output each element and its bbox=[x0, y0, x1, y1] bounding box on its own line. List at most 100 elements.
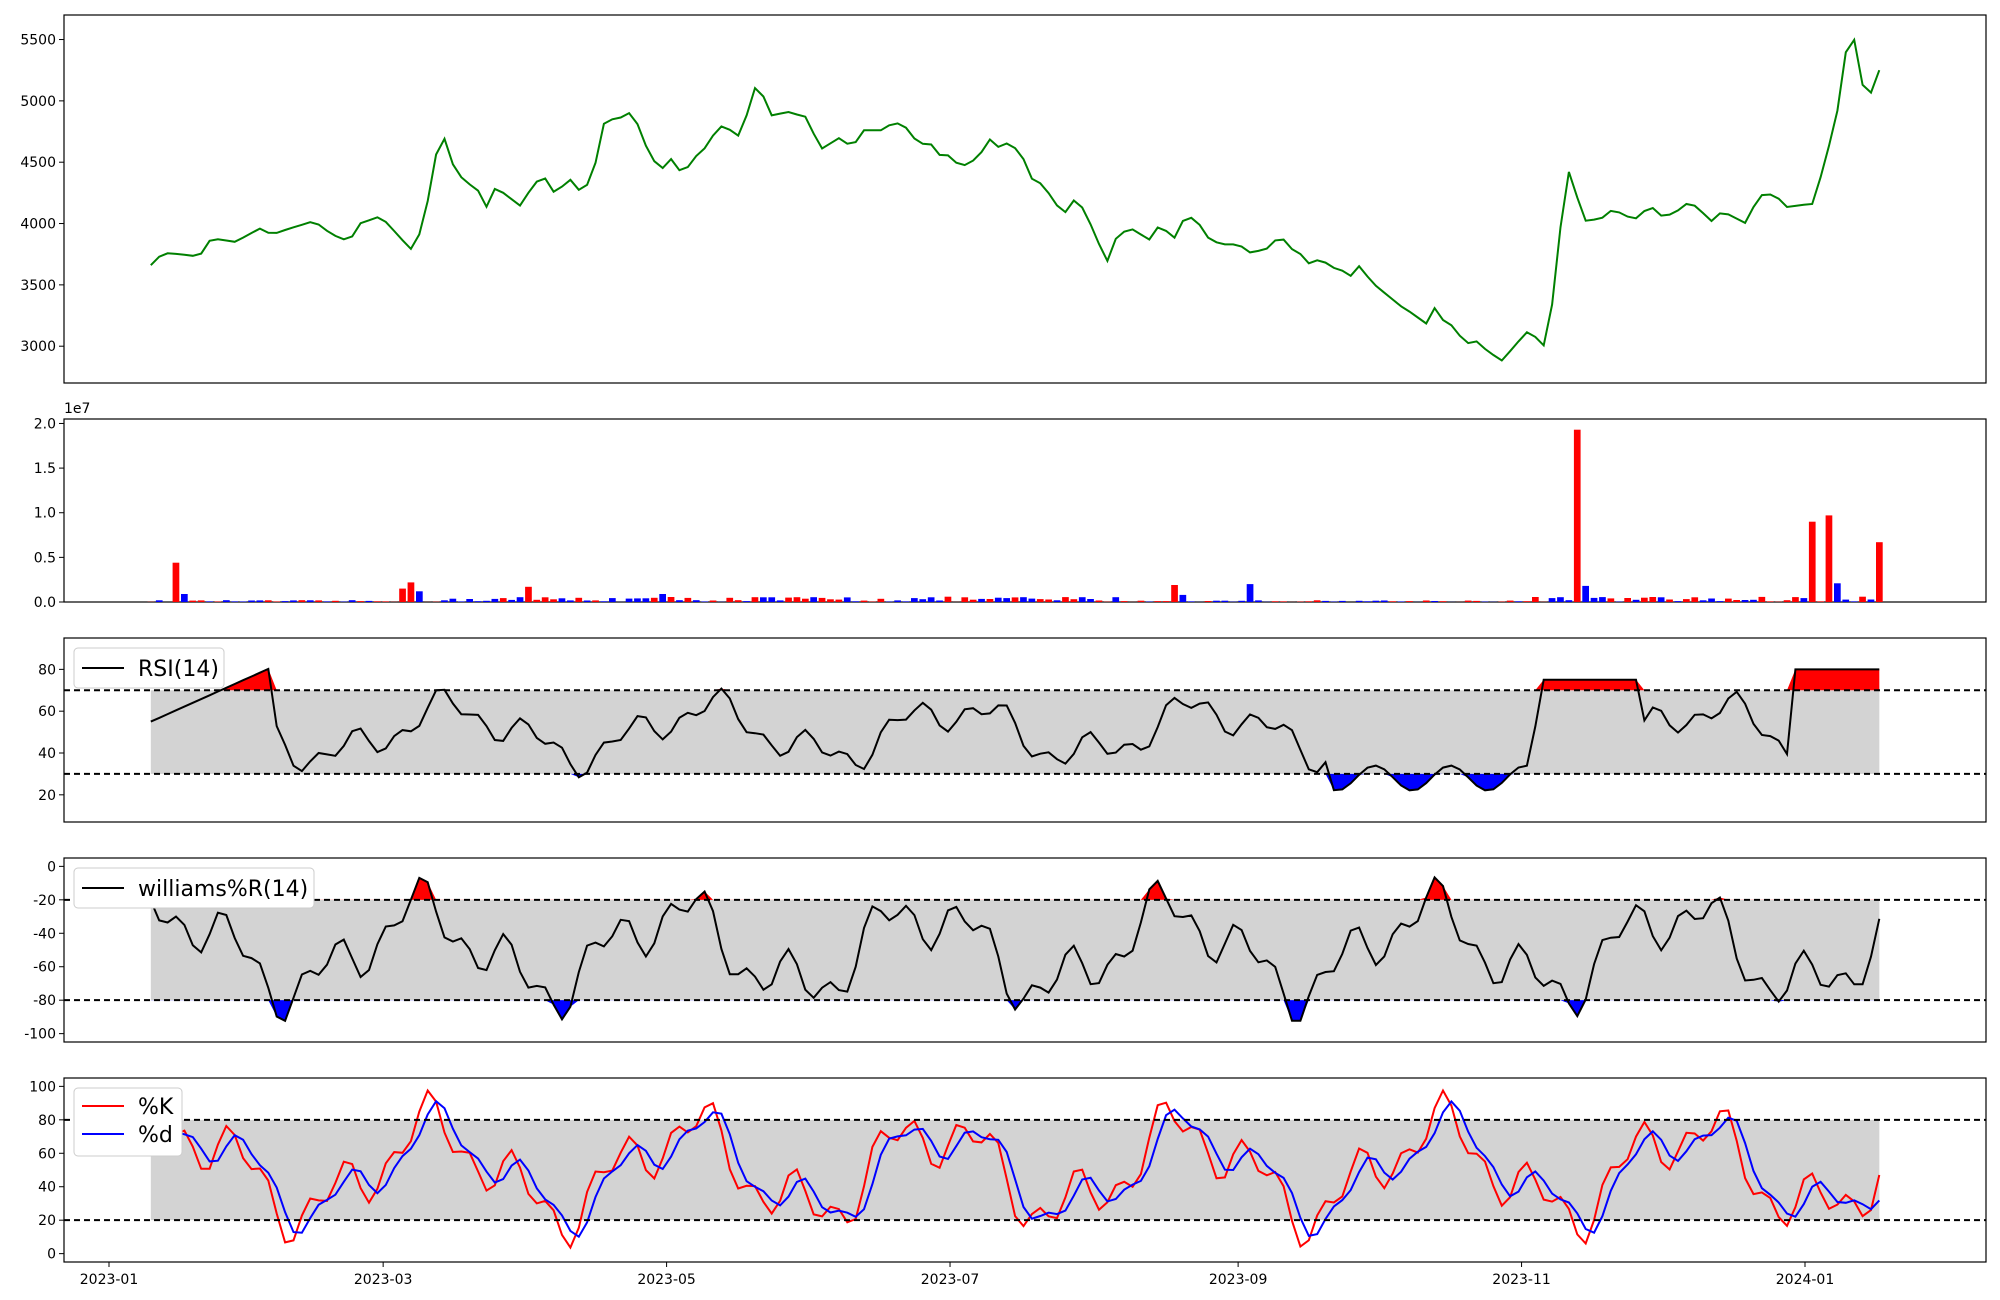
panel-williams: 0 -20 -40 -60 -80 -100 williams%R(14) bbox=[24, 857, 1987, 1043]
y-tick-label: 5000 bbox=[20, 94, 56, 110]
volume-bar bbox=[365, 600, 373, 602]
panel-frame bbox=[63, 14, 1987, 384]
volume-bar bbox=[1070, 599, 1078, 602]
volume-bar bbox=[1271, 601, 1279, 602]
x-tick-label: 2023-01 bbox=[80, 1272, 139, 1288]
panel-rsi: 20 40 60 80 RSI(14) bbox=[38, 637, 1987, 823]
panel-stochastic: 0 20 40 60 80 100 %K %d 2023-01 2023-03 2023-05 202… bbox=[29, 1077, 1987, 1288]
volume-bar bbox=[793, 597, 801, 602]
y-tick-label: 1.5 bbox=[34, 461, 56, 477]
volume-bar bbox=[1204, 601, 1212, 602]
volume-bar bbox=[1842, 599, 1850, 602]
volume-bar bbox=[1087, 599, 1094, 602]
volume-bar bbox=[1305, 601, 1313, 602]
volume-bar bbox=[1380, 600, 1388, 602]
volume-bar bbox=[1464, 600, 1472, 602]
volume-bar bbox=[1162, 601, 1170, 602]
y-tick-label: -40 bbox=[33, 926, 56, 942]
volume-bar bbox=[927, 597, 935, 602]
williams-overbought-fill bbox=[150, 877, 1880, 900]
volume-bar bbox=[449, 598, 457, 602]
volume-bar bbox=[961, 597, 969, 602]
volume-bar bbox=[575, 597, 583, 602]
panel-price: 3000 3500 4000 4500 5000 5500 bbox=[20, 14, 1987, 384]
volume-bar bbox=[281, 601, 289, 602]
volume-bar bbox=[1179, 594, 1187, 602]
y-tick-label: 5500 bbox=[20, 33, 56, 49]
volume-bar bbox=[726, 597, 734, 602]
volume-bar bbox=[155, 600, 163, 602]
volume-bar bbox=[1120, 601, 1128, 602]
volume-bar bbox=[1708, 598, 1715, 602]
volume-bar bbox=[1532, 597, 1539, 602]
volume-bar bbox=[1280, 601, 1287, 602]
volume-bar bbox=[374, 601, 381, 602]
y-tick-label: 80 bbox=[38, 662, 56, 678]
volume-bar bbox=[709, 600, 717, 602]
volume-bar bbox=[1716, 601, 1724, 602]
volume-bar bbox=[676, 600, 683, 602]
volume-bar bbox=[239, 601, 247, 602]
volume-bar bbox=[332, 600, 339, 602]
volume-bar bbox=[1339, 600, 1346, 602]
volume-bar bbox=[541, 597, 549, 602]
volume-bar bbox=[491, 598, 499, 602]
volume-bar bbox=[1800, 598, 1808, 602]
volume-bar bbox=[1187, 601, 1195, 602]
volume-bar bbox=[558, 598, 566, 602]
volume-bar bbox=[474, 601, 482, 602]
rsi-band-fill bbox=[150, 690, 1880, 774]
volume-bar bbox=[1255, 600, 1262, 602]
volume-bar bbox=[1573, 429, 1581, 602]
volume-bar bbox=[382, 601, 390, 602]
y-tick-label: 100 bbox=[29, 1079, 56, 1095]
volume-bar bbox=[525, 586, 532, 602]
volume-bar bbox=[348, 600, 356, 602]
volume-bar bbox=[407, 582, 415, 602]
volume-bar bbox=[1725, 598, 1732, 602]
y-tick-label: -60 bbox=[33, 960, 56, 976]
volume-bar bbox=[701, 601, 708, 602]
volume-bar bbox=[1515, 601, 1522, 602]
volume-bar bbox=[231, 601, 239, 602]
volume-bar bbox=[1834, 583, 1841, 602]
volume-bar bbox=[248, 600, 255, 602]
y-tick-label: 0 bbox=[47, 859, 56, 875]
volume-bar bbox=[197, 600, 205, 602]
volume-bar bbox=[1825, 515, 1833, 602]
volume-bar bbox=[1045, 599, 1052, 602]
volume-bar bbox=[567, 600, 574, 602]
volume-bar bbox=[306, 600, 314, 602]
y-tick-label: -100 bbox=[24, 1027, 56, 1043]
volume-bar bbox=[634, 598, 641, 602]
volume-bar bbox=[768, 597, 776, 602]
legend-label: %K bbox=[138, 1095, 174, 1120]
williams-band-fill bbox=[150, 899, 1880, 1001]
volume-bar bbox=[466, 599, 473, 602]
volume-bar bbox=[592, 600, 599, 602]
volume-bar bbox=[323, 601, 331, 602]
volume-bar bbox=[751, 597, 759, 602]
volume-bar bbox=[1557, 597, 1564, 602]
volume-bar bbox=[1213, 600, 1220, 602]
volume-bar bbox=[659, 594, 666, 602]
y-tick-label: 0 bbox=[47, 1247, 56, 1263]
volume-bar bbox=[1817, 601, 1824, 602]
volume-bar bbox=[181, 594, 188, 602]
volume-bar bbox=[1590, 597, 1598, 602]
volume-bar bbox=[1028, 598, 1036, 602]
volume-bar bbox=[1859, 596, 1866, 602]
volume-bar bbox=[399, 588, 406, 602]
volume-bar bbox=[600, 601, 608, 602]
volume-bar bbox=[835, 599, 843, 602]
volume-bar bbox=[1691, 597, 1699, 602]
volume-bar bbox=[290, 600, 297, 602]
volume-bar bbox=[1221, 600, 1229, 602]
volume-bar bbox=[692, 600, 700, 602]
y-tick-label: 0.0 bbox=[34, 595, 56, 611]
volume-bar bbox=[1095, 600, 1103, 602]
volume-bar bbox=[416, 591, 423, 602]
volume-bar bbox=[1666, 599, 1673, 602]
y-tick-label: 4500 bbox=[20, 155, 56, 171]
